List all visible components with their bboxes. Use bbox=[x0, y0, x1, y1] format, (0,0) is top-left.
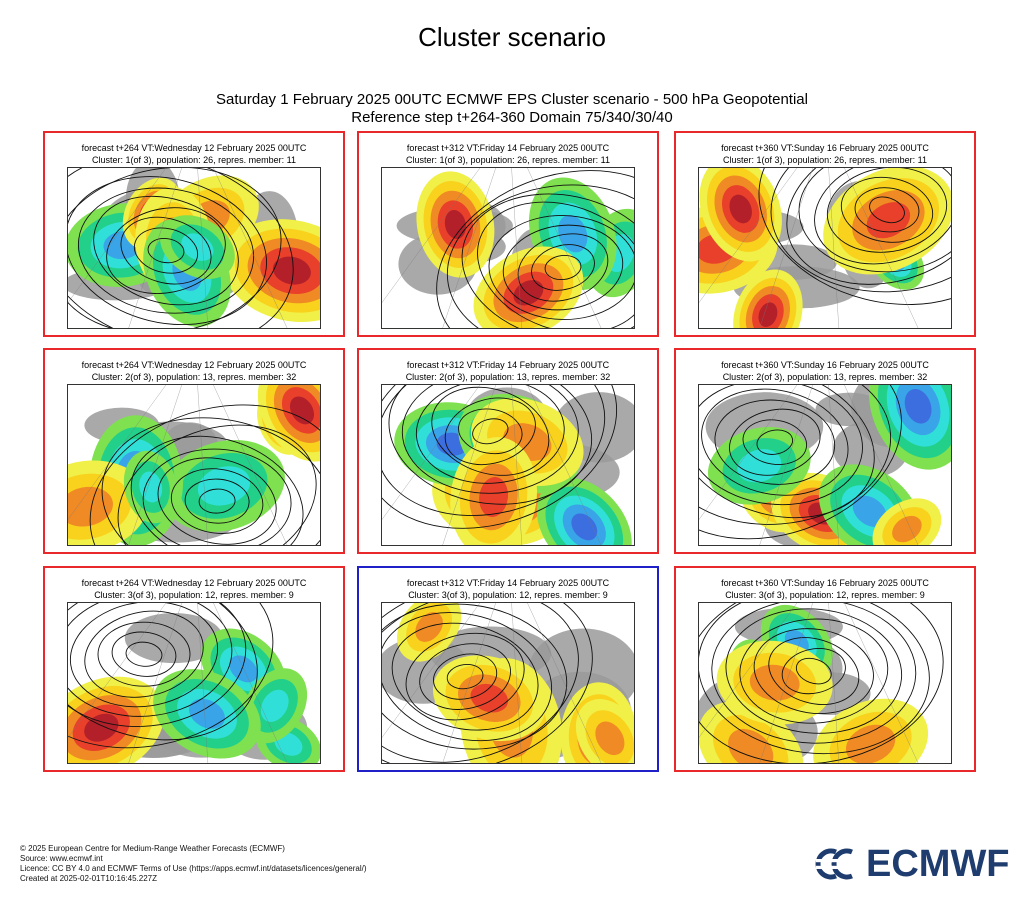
footer-copyright: © 2025 European Centre for Medium-Range … bbox=[20, 844, 285, 853]
geopotential-map bbox=[698, 602, 952, 764]
panel-cluster-label: Cluster: 2(of 3), population: 13, repres… bbox=[722, 372, 928, 382]
panel-cluster-label: Cluster: 2(of 3), population: 13, repres… bbox=[405, 372, 611, 382]
panel-header: forecast t+360 VT:Sunday 16 February 202… bbox=[676, 142, 974, 166]
panel-header: forecast t+360 VT:Sunday 16 February 202… bbox=[676, 577, 974, 601]
cluster-panel-7[interactable]: forecast t+264 VT:Wednesday 12 February … bbox=[43, 566, 345, 772]
panel-cluster-label: Cluster: 1(of 3), population: 26, repres… bbox=[92, 155, 296, 165]
panel-header: forecast t+264 VT:Wednesday 12 February … bbox=[45, 142, 343, 166]
chart-subtitle: Saturday 1 February 2025 00UTC ECMWF EPS… bbox=[0, 91, 1024, 127]
footer-created: Created at 2025-02-01T10:16:45.227Z bbox=[20, 874, 157, 883]
footer-credits: © 2025 European Centre for Medium-Range … bbox=[20, 844, 367, 884]
panel-header: forecast t+264 VT:Wednesday 12 February … bbox=[45, 577, 343, 601]
map-graphic bbox=[68, 603, 320, 763]
panel-header: forecast t+264 VT:Wednesday 12 February … bbox=[45, 359, 343, 383]
page-title: Cluster scenario bbox=[418, 22, 606, 52]
cluster-panel-3[interactable]: forecast t+360 VT:Sunday 16 February 202… bbox=[674, 131, 976, 337]
map-graphic bbox=[699, 168, 951, 328]
geopotential-map bbox=[698, 167, 952, 329]
panel-header: forecast t+360 VT:Sunday 16 February 202… bbox=[676, 359, 974, 383]
cluster-panel-1[interactable]: forecast t+264 VT:Wednesday 12 February … bbox=[43, 131, 345, 337]
panel-forecast-label: forecast t+264 VT:Wednesday 12 February … bbox=[81, 360, 307, 370]
ecmwf-logo: ECMWF bbox=[814, 842, 1010, 885]
panel-cluster-label: Cluster: 1(of 3), population: 26, repres… bbox=[723, 155, 927, 165]
geopotential-map bbox=[381, 167, 635, 329]
panel-cluster-label: Cluster: 2(of 3), population: 13, repres… bbox=[91, 372, 297, 382]
panel-cluster-label: Cluster: 1(of 3), population: 26, repres… bbox=[406, 155, 610, 165]
panel-header: forecast t+312 VT:Friday 14 February 202… bbox=[359, 359, 657, 383]
map-graphic bbox=[382, 168, 634, 328]
panel-forecast-label: forecast t+360 VT:Sunday 16 February 202… bbox=[721, 578, 929, 588]
cluster-panel-9[interactable]: forecast t+360 VT:Sunday 16 February 202… bbox=[674, 566, 976, 772]
cluster-panel-5[interactable]: forecast t+312 VT:Friday 14 February 202… bbox=[357, 348, 659, 554]
subtitle-line-2: Reference step t+264-360 Domain 75/340/3… bbox=[351, 109, 673, 126]
panel-forecast-label: forecast t+312 VT:Friday 14 February 202… bbox=[406, 360, 610, 370]
cluster-panel-8[interactable]: forecast t+312 VT:Friday 14 February 202… bbox=[357, 566, 659, 772]
geopotential-map bbox=[381, 602, 635, 764]
map-graphic bbox=[699, 385, 951, 545]
logo-text: ECMWF bbox=[866, 842, 1010, 885]
map-graphic bbox=[68, 385, 320, 545]
panel-forecast-label: forecast t+360 VT:Sunday 16 February 202… bbox=[721, 360, 929, 370]
panel-forecast-label: forecast t+312 VT:Friday 14 February 202… bbox=[406, 143, 610, 153]
panel-forecast-label: forecast t+360 VT:Sunday 16 February 202… bbox=[721, 143, 929, 153]
panel-cluster-label: Cluster: 3(of 3), population: 12, repres… bbox=[408, 590, 608, 600]
geopotential-map bbox=[67, 602, 321, 764]
cluster-panel-6[interactable]: forecast t+360 VT:Sunday 16 February 202… bbox=[674, 348, 976, 554]
panel-cluster-label: Cluster: 3(of 3), population: 12, repres… bbox=[94, 590, 294, 600]
panel-header: forecast t+312 VT:Friday 14 February 202… bbox=[359, 577, 657, 601]
geopotential-map bbox=[67, 384, 321, 546]
panel-forecast-label: forecast t+312 VT:Friday 14 February 202… bbox=[406, 578, 610, 588]
cluster-panel-2[interactable]: forecast t+312 VT:Friday 14 February 202… bbox=[357, 131, 659, 337]
geopotential-map bbox=[67, 167, 321, 329]
map-graphic bbox=[699, 603, 951, 763]
subtitle-line-1: Saturday 1 February 2025 00UTC ECMWF EPS… bbox=[216, 91, 808, 108]
geopotential-map bbox=[698, 384, 952, 546]
panel-forecast-label: forecast t+264 VT:Wednesday 12 February … bbox=[81, 578, 307, 588]
map-graphic bbox=[382, 603, 634, 763]
geopotential-map bbox=[381, 384, 635, 546]
footer-source: Source: www.ecmwf.int bbox=[20, 854, 103, 863]
footer-licence: Licence: CC BY 4.0 and ECMWF Terms of Us… bbox=[20, 864, 367, 873]
map-graphic bbox=[382, 385, 634, 545]
cluster-panel-4[interactable]: forecast t+264 VT:Wednesday 12 February … bbox=[43, 348, 345, 554]
ecmwf-logo-icon bbox=[815, 848, 858, 880]
panel-header: forecast t+312 VT:Friday 14 February 202… bbox=[359, 142, 657, 166]
panel-forecast-label: forecast t+264 VT:Wednesday 12 February … bbox=[81, 143, 307, 153]
panel-cluster-label: Cluster: 3(of 3), population: 12, repres… bbox=[725, 590, 925, 600]
map-graphic bbox=[68, 168, 320, 328]
